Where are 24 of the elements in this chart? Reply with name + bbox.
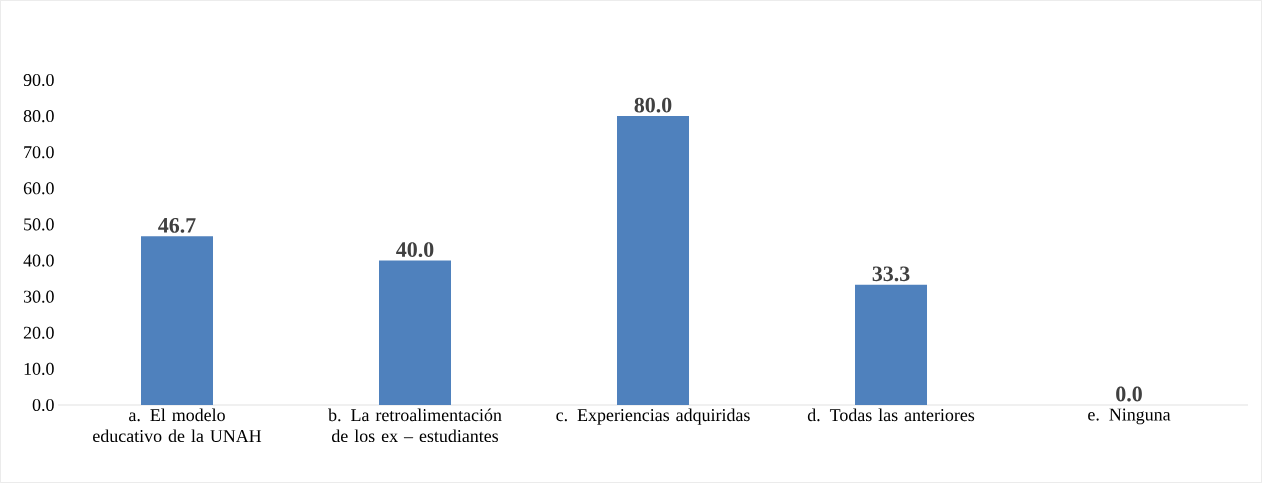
x-tick-label: d. Todas las anteriores	[807, 408, 975, 422]
y-tick-label: 20.0	[23, 326, 54, 339]
data-label: 33.3	[872, 266, 910, 282]
y-tick-label: 90.0	[23, 73, 54, 87]
y-tick-label: 80.0	[23, 110, 54, 123]
x-tick-label: c. Experiencias adquiridas	[556, 408, 750, 425]
bar	[379, 260, 451, 405]
y-tick-label: 60.0	[23, 182, 54, 195]
data-label: 46.7	[158, 218, 196, 233]
bar	[855, 284, 928, 405]
y-tick-label: 70.0	[24, 146, 54, 159]
bar	[617, 116, 690, 405]
x-tick-label: e. Ninguna	[1088, 408, 1171, 425]
data-label: 80.0	[634, 97, 672, 113]
x-tick-label: b. La retroalimentación de los ex – estudiantes	[328, 408, 502, 443]
x-tick-label: a. El modelo educativo de la UNAH	[93, 408, 262, 443]
y-tick-label: 30.0	[23, 290, 54, 303]
bar	[141, 236, 213, 405]
data-label: 0.0	[1116, 386, 1142, 402]
y-tick-label: 10.0	[24, 362, 54, 375]
y-tick-label: 0.0	[32, 398, 54, 412]
y-tick-label: 50.0	[24, 218, 54, 231]
data-label: 40.0	[396, 242, 434, 258]
y-tick-label: 40.0	[23, 254, 54, 267]
